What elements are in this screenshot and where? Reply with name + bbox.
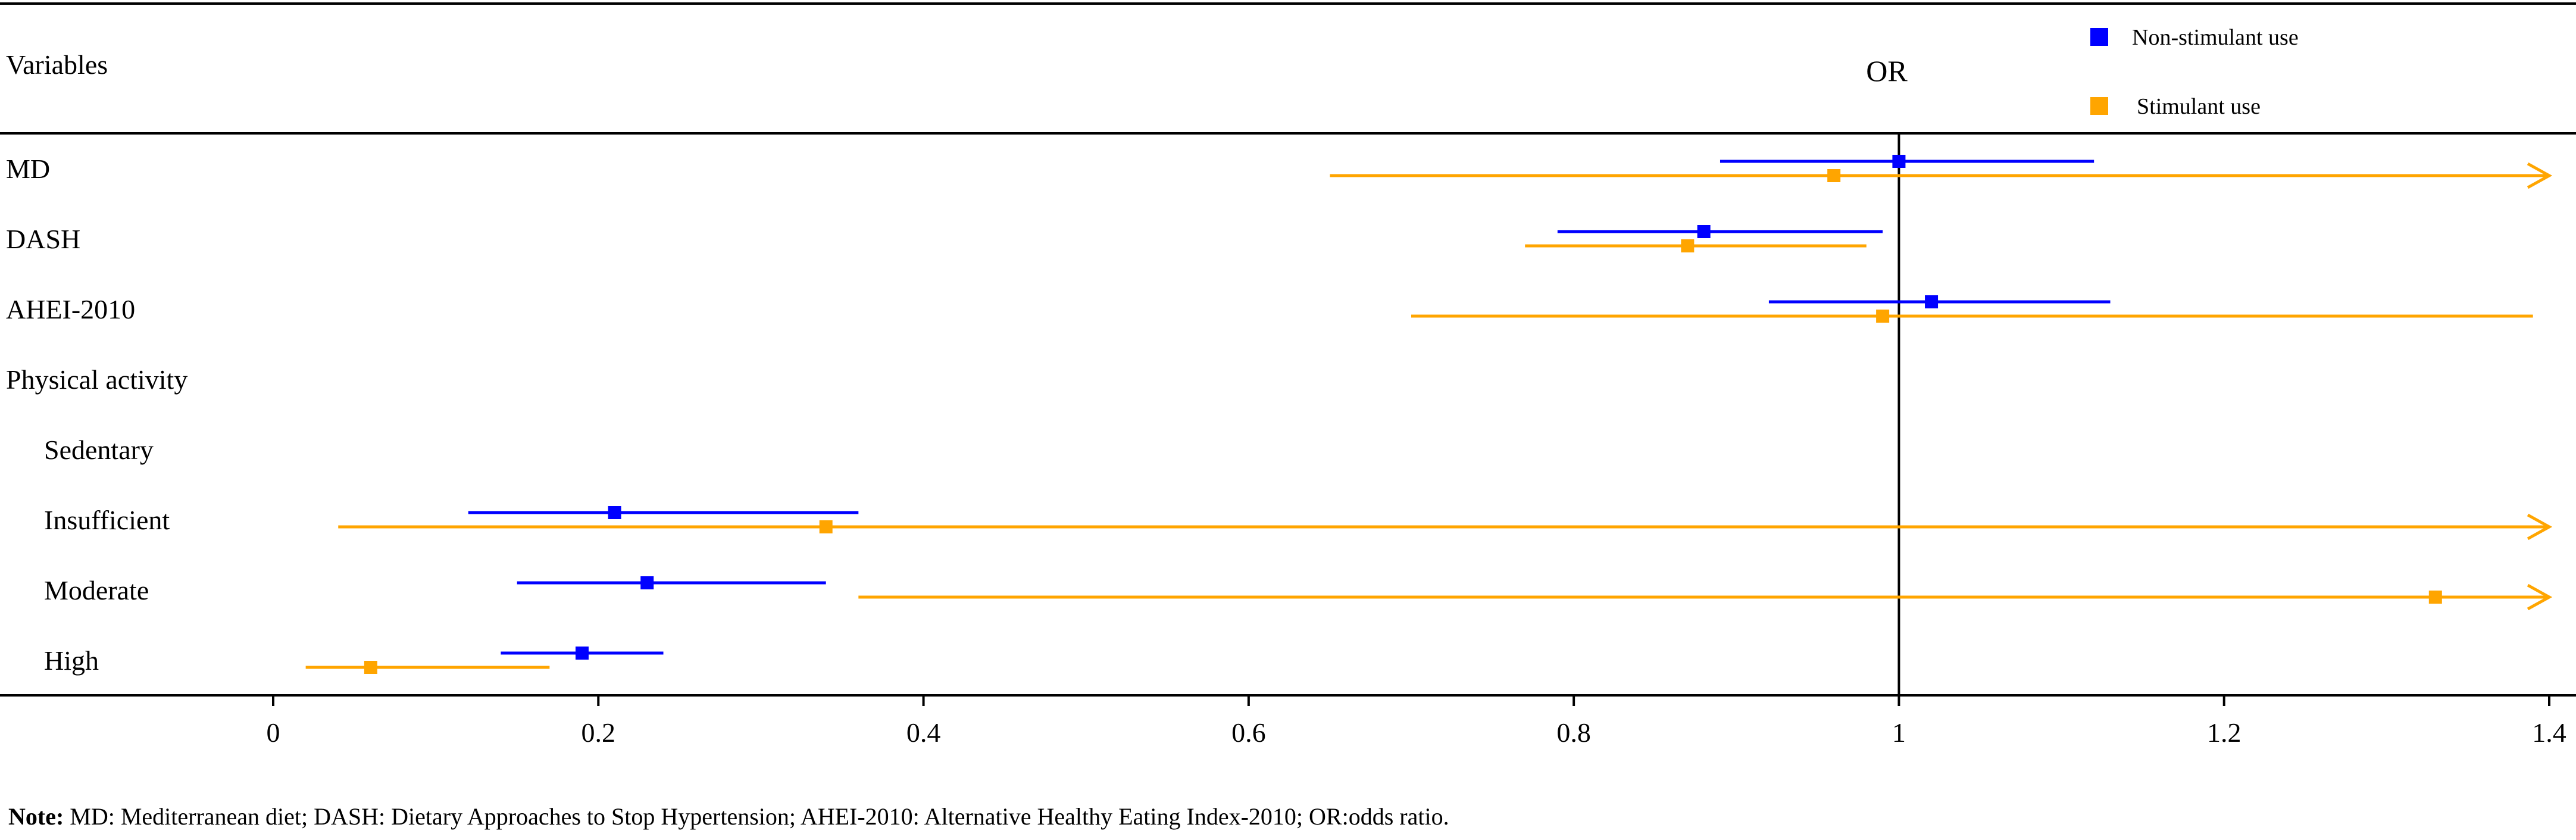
row-label-moderate: Moderate bbox=[44, 575, 149, 605]
estimates bbox=[305, 155, 2553, 674]
point-estimate-dash-non-stimulant bbox=[1697, 225, 1711, 238]
estimate-high-stimulant bbox=[305, 661, 550, 674]
point-estimate-high-stimulant bbox=[364, 661, 377, 674]
row-label-md: MD bbox=[6, 154, 50, 184]
point-estimate-high-non-stimulant bbox=[575, 647, 589, 660]
row-labels: MD DASH AHEI-2010 Physical activity Sedentar… bbox=[6, 154, 187, 676]
point-estimate-ahei-2010-stimulant bbox=[1876, 310, 1890, 323]
ci-arrow-insufficient-stimulant bbox=[2527, 513, 2553, 541]
x-tick-label-5: 1 bbox=[1892, 717, 1906, 748]
effect-label-or: OR bbox=[1866, 54, 1908, 88]
point-estimate-dash-stimulant bbox=[1681, 239, 1695, 252]
point-estimate-md-non-stimulant bbox=[1892, 155, 1906, 168]
row-label-dash: DASH bbox=[6, 224, 80, 254]
x-tick-label-4: 0.8 bbox=[1556, 717, 1591, 748]
estimate-ahei-2010-non-stimulant bbox=[1768, 295, 2111, 308]
legend-label-stimulant: Stimulant use bbox=[2137, 94, 2261, 119]
x-tick-label-7: 1.4 bbox=[2532, 717, 2566, 748]
x-tick-label-0: 0 bbox=[267, 717, 280, 748]
estimate-moderate-non-stimulant bbox=[517, 576, 826, 589]
estimate-md-non-stimulant bbox=[1720, 155, 2094, 168]
row-label-ahei-2010: AHEI-2010 bbox=[6, 294, 135, 324]
legend-label-non-stimulant: Non-stimulant use bbox=[2132, 25, 2299, 50]
legend-swatch-stimulant bbox=[2090, 97, 2108, 115]
row-label-high: High bbox=[44, 645, 99, 676]
x-tick-label-1: 0.2 bbox=[582, 717, 616, 748]
point-estimate-insufficient-non-stimulant bbox=[608, 506, 621, 519]
legend: Non-stimulant use Stimulant use bbox=[2090, 25, 2299, 119]
row-label-sedentary: Sedentary bbox=[44, 435, 154, 465]
ci-arrow-md-stimulant bbox=[2527, 162, 2553, 189]
estimate-dash-non-stimulant bbox=[1557, 225, 1883, 238]
x-tick-label-6: 1.2 bbox=[2207, 717, 2242, 748]
footnote: Note: MD: Mediterranean diet; DASH: Diet… bbox=[8, 802, 1449, 830]
legend-swatch-non-stimulant bbox=[2090, 28, 2108, 46]
x-tick-label-2: 0.4 bbox=[906, 717, 941, 748]
point-estimate-moderate-stimulant bbox=[2428, 591, 2442, 604]
estimate-ahei-2010-stimulant bbox=[1411, 310, 2533, 323]
row-label-insufficient: Insufficient bbox=[44, 505, 170, 535]
x-tick-label-3: 0.6 bbox=[1231, 717, 1266, 748]
point-estimate-ahei-2010-non-stimulant bbox=[1925, 295, 1939, 308]
note-label: Note: bbox=[8, 803, 64, 830]
estimate-dash-stimulant bbox=[1525, 239, 1867, 252]
note-text: MD: Mediterranean diet; DASH: Dietary Ap… bbox=[64, 803, 1449, 830]
estimate-insufficient-non-stimulant bbox=[468, 506, 859, 519]
column-header-variables: Variables bbox=[6, 49, 108, 80]
estimate-insufficient-stimulant bbox=[338, 513, 2553, 541]
point-estimate-insufficient-stimulant bbox=[819, 520, 833, 533]
x-axis-ticks: 0 0.2 0.4 0.6 0.8 1 1.2 1.4 bbox=[267, 695, 2566, 748]
estimate-high-non-stimulant bbox=[501, 647, 664, 660]
row-label-physical-activity: Physical activity bbox=[6, 364, 187, 395]
ci-arrow-moderate-stimulant bbox=[2527, 583, 2553, 611]
point-estimate-moderate-non-stimulant bbox=[640, 576, 654, 589]
estimate-md-stimulant bbox=[1330, 162, 2553, 189]
estimate-moderate-stimulant bbox=[858, 583, 2553, 611]
point-estimate-md-stimulant bbox=[1827, 169, 1841, 182]
